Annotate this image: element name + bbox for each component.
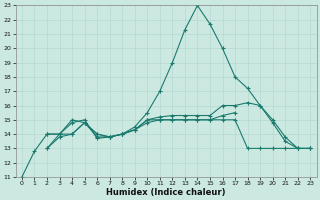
X-axis label: Humidex (Indice chaleur): Humidex (Indice chaleur) (106, 188, 226, 197)
